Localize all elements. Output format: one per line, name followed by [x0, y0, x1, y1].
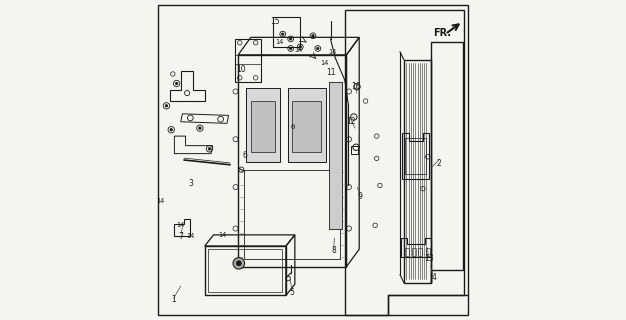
Polygon shape — [246, 88, 280, 162]
Circle shape — [312, 35, 314, 37]
Bar — [235, 39, 261, 82]
Text: θ: θ — [290, 124, 294, 130]
Text: 3: 3 — [189, 180, 193, 188]
Circle shape — [289, 38, 292, 40]
Text: 2: 2 — [436, 159, 441, 168]
Bar — [404, 60, 431, 283]
Text: 14: 14 — [156, 198, 165, 204]
Circle shape — [165, 105, 168, 107]
Circle shape — [282, 33, 284, 36]
Text: 16: 16 — [351, 82, 361, 91]
Bar — [245, 170, 340, 259]
Text: 11: 11 — [326, 68, 336, 77]
Text: 14: 14 — [218, 232, 227, 238]
Text: 10: 10 — [237, 65, 246, 74]
Text: 12: 12 — [346, 117, 356, 126]
Bar — [406, 138, 426, 174]
Text: 14: 14 — [275, 39, 284, 45]
Bar — [406, 248, 409, 256]
Text: 15: 15 — [270, 17, 280, 26]
Text: 14: 14 — [294, 47, 303, 53]
Text: 14: 14 — [328, 49, 336, 55]
Circle shape — [198, 127, 201, 129]
Text: 13: 13 — [424, 254, 434, 263]
Circle shape — [233, 258, 245, 269]
Text: 6: 6 — [242, 151, 247, 160]
Circle shape — [175, 82, 178, 85]
Bar — [273, 17, 300, 47]
Text: 14: 14 — [320, 60, 329, 66]
Bar — [426, 248, 430, 256]
Bar — [412, 248, 416, 256]
Text: 7: 7 — [178, 232, 183, 241]
Circle shape — [299, 46, 302, 48]
Text: 4: 4 — [432, 273, 436, 282]
Text: FR.: FR. — [433, 28, 451, 37]
Text: 9: 9 — [357, 192, 362, 201]
Circle shape — [236, 261, 242, 266]
Circle shape — [317, 47, 319, 50]
Text: 8: 8 — [331, 246, 336, 255]
Polygon shape — [251, 101, 275, 152]
Circle shape — [208, 148, 211, 150]
Polygon shape — [292, 101, 321, 152]
Text: 5: 5 — [290, 288, 295, 297]
Polygon shape — [329, 82, 342, 228]
Bar — [208, 249, 282, 292]
Text: 14: 14 — [186, 234, 195, 239]
Circle shape — [170, 128, 173, 131]
Polygon shape — [287, 88, 326, 162]
Text: 14: 14 — [177, 222, 185, 228]
Bar — [418, 248, 422, 256]
Text: 1: 1 — [172, 295, 176, 304]
Circle shape — [289, 47, 292, 50]
